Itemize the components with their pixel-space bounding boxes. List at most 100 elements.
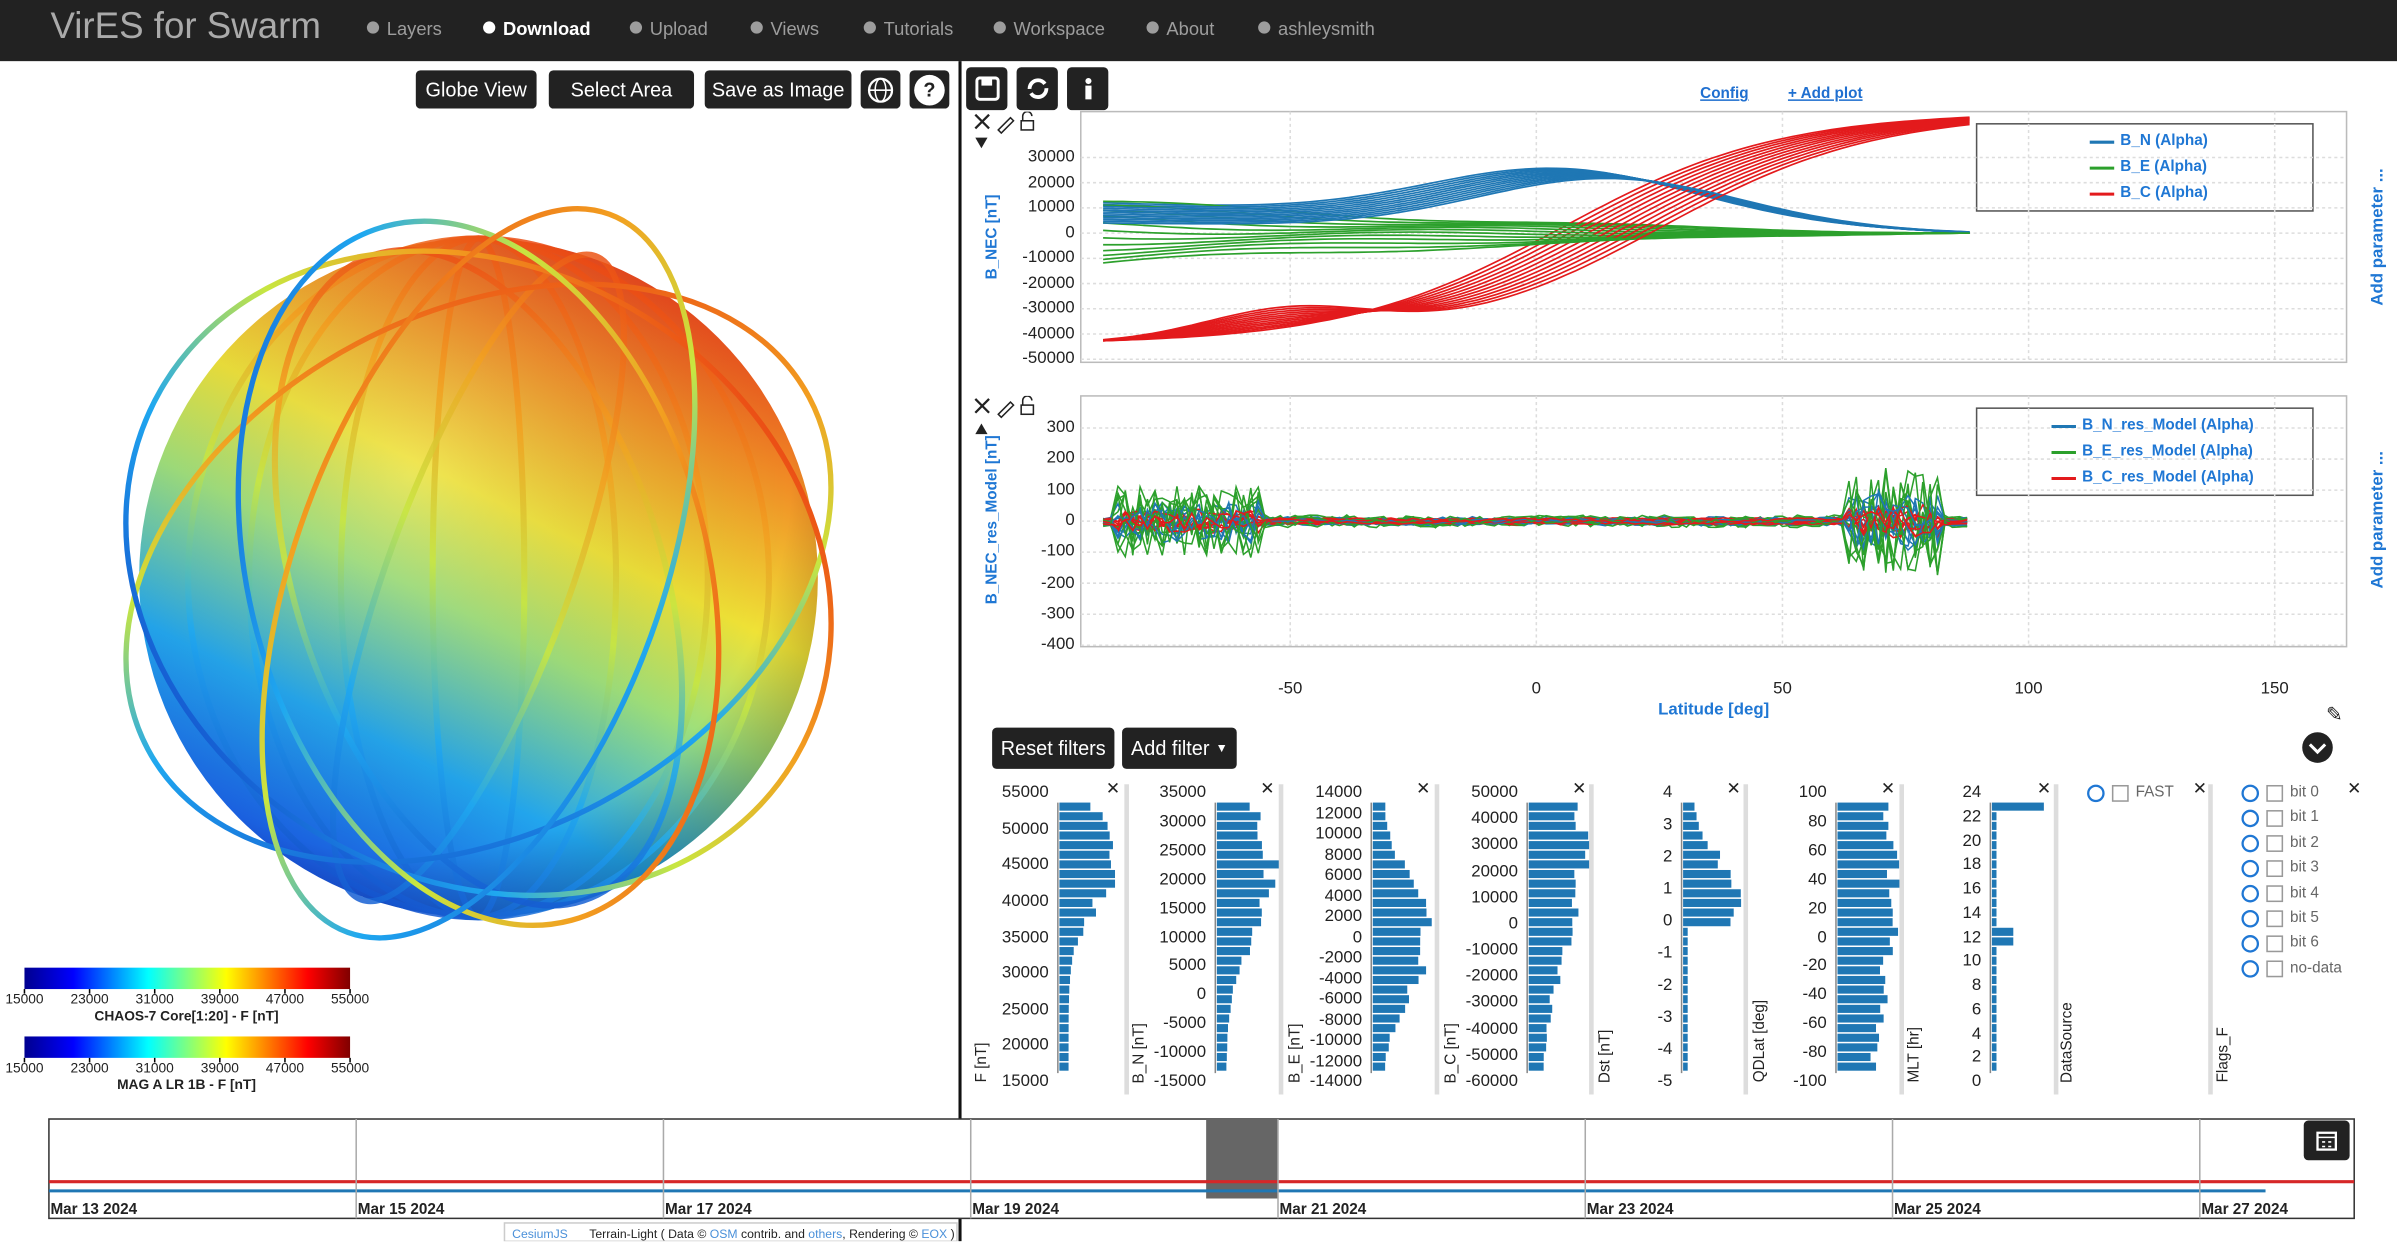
radio[interactable] [2241, 960, 2260, 978]
radio[interactable] [2241, 809, 2260, 828]
hist-bar [1059, 802, 1091, 811]
hist-bar [1372, 995, 1409, 1004]
hist-tick-label: 4 [1971, 1024, 1982, 1043]
nav-item[interactable]: Workspace [1013, 18, 1105, 40]
hist-bar [1216, 898, 1260, 907]
option-label: bit 2 [2289, 834, 2319, 852]
refresh-icon [1026, 78, 1048, 99]
save-button[interactable] [966, 67, 1008, 111]
hist-tick-label: 40000 [1471, 809, 1518, 829]
radio[interactable] [2241, 784, 2260, 803]
hist-tick-label: -10000 [1309, 1031, 1363, 1050]
filter-close[interactable]: ✕ [2192, 780, 2207, 799]
edit-filters[interactable]: ✎ [2325, 702, 2343, 726]
calendar-button[interactable] [2303, 1120, 2350, 1161]
hist-tick-label: 8 [1971, 976, 1982, 995]
legend-label[interactable]: B_N (Alpha) [2120, 132, 2208, 150]
filter-close[interactable]: ✕ [1726, 780, 1741, 799]
hist-bar [1991, 869, 1997, 879]
globe-button[interactable]: Select Area [548, 70, 695, 109]
checkbox[interactable] [2266, 910, 2284, 928]
hist-bar [1683, 908, 1734, 917]
refresh-button[interactable] [1016, 67, 1058, 111]
checkbox[interactable] [2266, 885, 2284, 903]
collapse-button[interactable] [2302, 732, 2333, 763]
hist-bar [1528, 927, 1573, 936]
radio[interactable] [2241, 884, 2260, 903]
hist-bar [1216, 1004, 1231, 1013]
checkbox[interactable] [2266, 935, 2284, 953]
nav-item[interactable]: Tutorials [883, 18, 954, 40]
filter-close[interactable]: ✕ [1572, 780, 1587, 799]
hist-bar [1837, 898, 1892, 907]
nav-item[interactable]: ashleysmith [1277, 18, 1375, 40]
add-parameter[interactable]: Add parameter ... [2368, 451, 2388, 589]
hist-bar [1372, 966, 1427, 975]
legend-label[interactable]: B_C (Alpha) [2120, 184, 2208, 202]
filter-button[interactable]: Reset filters [992, 727, 1115, 769]
hist-bar [1528, 908, 1579, 917]
legend-label[interactable]: B_N_res_Model (Alpha) [2082, 417, 2254, 435]
radio[interactable] [2241, 935, 2260, 953]
checkbox[interactable] [2266, 810, 2284, 827]
add-parameter[interactable]: Add parameter ... [2368, 168, 2388, 306]
hist-tick-label: 55000 [1001, 783, 1049, 802]
filter-close[interactable]: ✕ [2036, 780, 2051, 799]
nav-item[interactable]: About [1166, 18, 1215, 40]
hist-tick-label: -8000 [1319, 1010, 1363, 1029]
legend-label[interactable]: B_E_res_Model (Alpha) [2082, 443, 2253, 461]
filter-close[interactable]: ✕ [1260, 780, 1275, 799]
filter-close[interactable]: ✕ [1880, 780, 1895, 799]
nav-item[interactable]: Download [502, 18, 591, 40]
legend-label[interactable]: B_E (Alpha) [2120, 158, 2207, 176]
credit-link[interactable]: others [808, 1227, 843, 1242]
nav-item[interactable]: Upload [649, 18, 708, 40]
checkbox[interactable] [2266, 784, 2284, 802]
layers-globe-button[interactable] [860, 70, 901, 109]
filter-button[interactable]: Add filter ▼ [1122, 727, 1237, 769]
nav-icon [993, 21, 1006, 34]
globe-button[interactable]: Save as Image [704, 70, 852, 109]
filter-close[interactable]: ✕ [2347, 780, 2362, 799]
radio[interactable] [2241, 859, 2260, 878]
checkbox[interactable] [2266, 835, 2284, 852]
plot-link[interactable]: + Add plot [1787, 85, 1863, 103]
radio[interactable] [2241, 909, 2260, 928]
credit-link[interactable]: CesiumJS [512, 1227, 568, 1242]
hist-bar [1683, 831, 1703, 840]
hist-bar [1059, 898, 1093, 907]
plot-tools[interactable] [972, 395, 1039, 443]
help-circle: ? [914, 74, 945, 105]
checkbox[interactable] [2266, 860, 2284, 878]
credit-link[interactable]: EOX [921, 1227, 948, 1242]
timeline-selection[interactable] [1206, 1119, 1278, 1199]
hist-bar [1216, 831, 1258, 840]
checkbox[interactable] [2266, 960, 2284, 978]
chevron [2308, 743, 2327, 755]
filter-close[interactable]: ✕ [1105, 780, 1120, 799]
x-tick-label: 50 [1773, 679, 1792, 698]
colorbar-tick-label: 15000 [5, 991, 44, 1007]
brand[interactable]: VirES for Swarm [50, 6, 321, 48]
curve [1103, 508, 1968, 538]
plot-tools[interactable] [972, 110, 1039, 159]
hist-bar [1991, 966, 1997, 975]
nav-item[interactable]: Views [770, 18, 820, 40]
globe-button[interactable]: Globe View [415, 70, 537, 109]
hist-bar [1837, 966, 1880, 975]
legend-label[interactable]: B_C_res_Model (Alpha) [2082, 469, 2254, 487]
radio[interactable] [2087, 784, 2105, 803]
credit-link[interactable]: OSM [709, 1227, 738, 1242]
hist-tick-label: 20000 [1159, 870, 1207, 889]
plot-link[interactable]: Config [1700, 85, 1749, 103]
filter-close[interactable]: ✕ [1416, 780, 1431, 799]
radio[interactable] [2241, 834, 2260, 853]
timeline-date: Mar 23 2024 [1586, 1201, 1674, 1219]
help-button[interactable]: ? [909, 70, 950, 109]
timeline-date: Mar 27 2024 [2201, 1201, 2289, 1219]
checkbox[interactable] [2111, 784, 2129, 802]
info-button[interactable] [1067, 67, 1109, 111]
hist-bar [1528, 812, 1575, 821]
nav-item[interactable]: Layers [386, 18, 442, 40]
